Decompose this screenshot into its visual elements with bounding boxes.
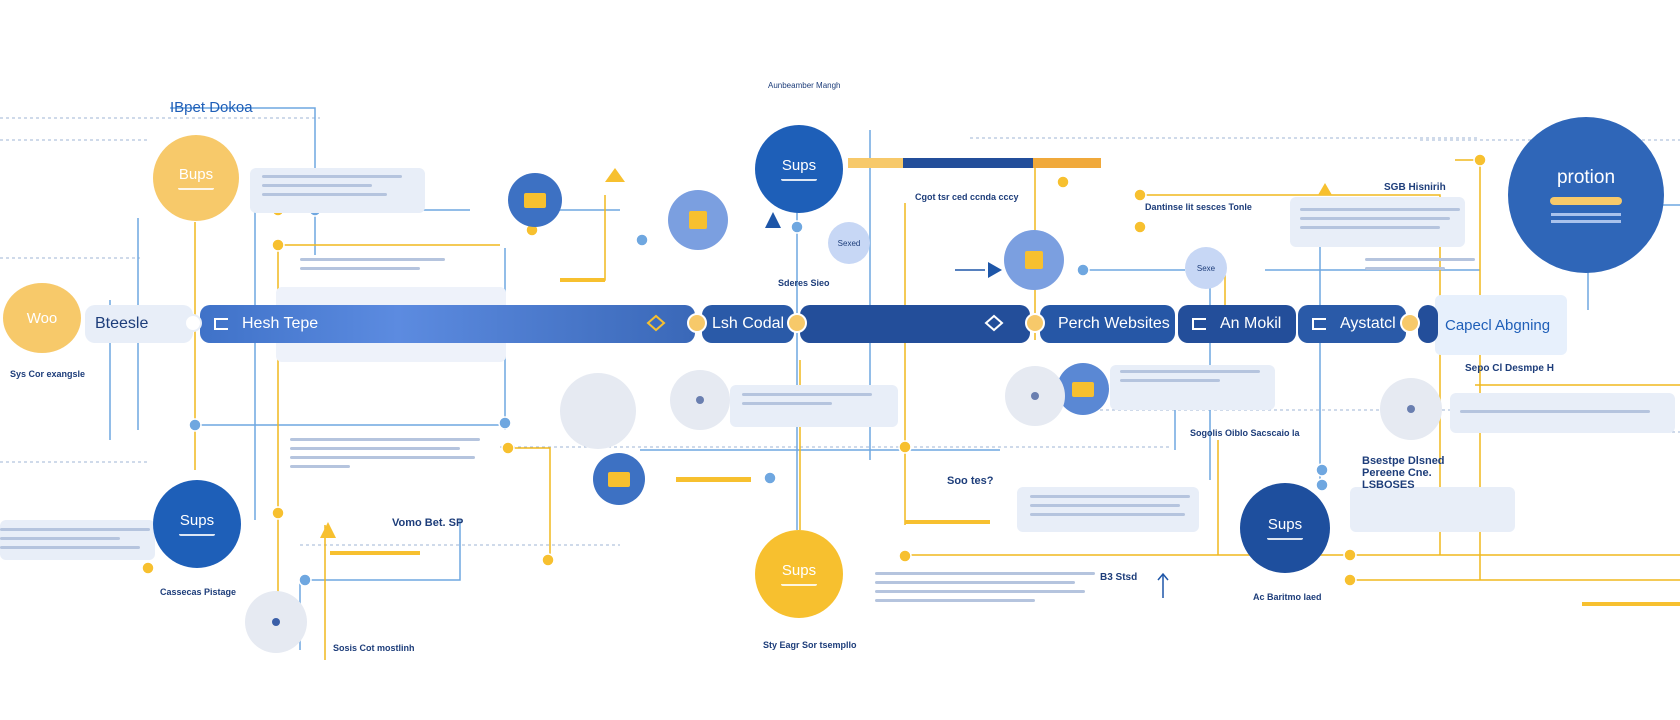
band-aystatcl-label: Aystatcl: [1340, 315, 1396, 332]
card-text-lines: [300, 258, 445, 276]
band-capecl-edge: [1418, 305, 1438, 343]
node-sexe[interactable]: Sexe: [1185, 247, 1227, 289]
node-sexed[interactable]: Sexed: [828, 222, 870, 264]
protion-text-lines: [1551, 213, 1621, 216]
band-mid[interactable]: [800, 305, 1030, 343]
node-protion[interactable]: protion: [1508, 117, 1664, 273]
band-lsh-label: Lsh Codal: [712, 315, 785, 332]
gray-node[interactable]: [1005, 366, 1065, 426]
node-woo-label: Woo: [26, 309, 58, 327]
node-protion-label: protion: [1556, 167, 1616, 188]
band-perch-label: Perch Websites: [1058, 315, 1170, 332]
box-icon: [1025, 251, 1043, 269]
box-icon: [689, 211, 707, 229]
node-bups[interactable]: Bups: [153, 135, 239, 221]
card-sdes-label: Sderes Sieo: [778, 278, 830, 288]
node-box-2[interactable]: [1004, 230, 1064, 290]
band-an-mokil[interactable]: An Mokil: [1178, 305, 1296, 343]
card-right-top: [1290, 197, 1465, 247]
band-bteesle-label: Bteesle: [95, 315, 149, 332]
gray-node[interactable]: [245, 591, 307, 653]
card-text-lines: [290, 438, 480, 474]
band-lsh[interactable]: Lsh Codal: [702, 305, 794, 343]
node-sups-left[interactable]: Sups: [153, 480, 241, 568]
node-sups-bottom-label: Sups: [781, 562, 817, 579]
card-capecl: [1435, 295, 1567, 355]
node-sups-top-label: Sups: [781, 157, 817, 174]
bottom-mid-label: B3 Stsd: [1100, 572, 1138, 583]
node-mail-1[interactable]: [508, 173, 562, 227]
node-sups-bottom[interactable]: Sups: [755, 530, 843, 618]
band-an-mokil-label: An Mokil: [1220, 315, 1282, 332]
node-sups-right[interactable]: Sups: [1240, 483, 1330, 573]
bottom-right-caption: Ac Baritmo laed: [1253, 592, 1322, 602]
top-center-small: Aunbeamber Mangh: [768, 81, 841, 90]
node-mail-3[interactable]: [1057, 363, 1109, 415]
node-sups-top[interactable]: Sups: [755, 125, 843, 213]
card-text-lines: [1030, 495, 1190, 522]
envelope-icon: [1072, 381, 1094, 397]
gray-node[interactable]: [1380, 378, 1442, 440]
top-title: IBpet Dokoa: [170, 99, 253, 116]
card-text-lines: [262, 175, 402, 202]
capecl-label: Capecl Abgning: [1445, 317, 1551, 334]
card-right-far: [1450, 393, 1675, 433]
right-mid-label: Sepo Cl Desmpe H: [1465, 363, 1554, 374]
node-bups-label: Bups: [178, 166, 214, 183]
band-perch[interactable]: Perch Websites: [1040, 305, 1175, 343]
bottom-center-caption: Sty Eagr Sor tsempllo: [763, 640, 857, 650]
card-center-2-label: Sogolis Oiblo Sacscaio la: [1190, 428, 1300, 438]
right-lower-label: Bsestpe Dlsned Pereene Cne. LSBOSES: [1362, 455, 1445, 491]
node-sexed-label: Sexed: [837, 238, 861, 248]
center-caption: Cgot tsr ced ccnda cccy: [915, 192, 1019, 202]
bottom-left-caption: Cassecas Pistage: [160, 587, 237, 597]
gray-node[interactable]: [560, 373, 636, 449]
left-caption: Sys Cor exangsle: [10, 369, 86, 379]
node-box-1[interactable]: [668, 190, 728, 250]
node-sexe-label: Sexe: [1196, 263, 1216, 273]
card-center-2: [1017, 487, 1199, 532]
card-text-lines: [875, 572, 1095, 608]
node-sups-left-label: Sups: [179, 512, 215, 529]
card-center-1: [730, 385, 898, 427]
band-hesh[interactable]: Hesh Tepe: [200, 305, 695, 343]
mid-label-2: Soo tes?: [947, 475, 994, 487]
protion-bar: [1550, 197, 1622, 205]
card-text-lines: [1300, 208, 1460, 235]
card-right-top-label: Dantinse lit sesces Tonle: [1145, 202, 1252, 212]
gray-node[interactable]: [670, 370, 730, 430]
card-right-lower: [1350, 487, 1515, 532]
node-sups-right-label: Sups: [1267, 516, 1303, 533]
envelope-icon: [524, 192, 546, 208]
card-text-lines: [742, 393, 872, 411]
bracket-icon: [214, 318, 228, 330]
card-text-lines: [0, 528, 150, 555]
band-aystatcl[interactable]: Aystatcl: [1298, 305, 1406, 343]
protion-text-lines: [1551, 220, 1621, 223]
bottom-caption-1: Sosis Cot mostlinh: [333, 643, 415, 653]
envelope-icon: [608, 471, 630, 487]
bracket-icon: [1192, 318, 1206, 330]
node-woo[interactable]: Woo: [3, 283, 81, 353]
chart-icon: [1312, 318, 1326, 330]
band-bteesle[interactable]: Bteesle: [85, 305, 193, 343]
mid-label-1: Vomo Bet. SP: [392, 517, 464, 529]
card-left-bottom: [0, 520, 155, 560]
band-hesh-label: Hesh Tepe: [242, 315, 319, 332]
right-top-label: SGB Hisnirih: [1384, 182, 1446, 193]
node-mail-2[interactable]: [593, 453, 645, 505]
card-text-lines: [1460, 410, 1650, 419]
card-text-lines: [1365, 258, 1475, 276]
card-text-lines: [1120, 370, 1260, 388]
